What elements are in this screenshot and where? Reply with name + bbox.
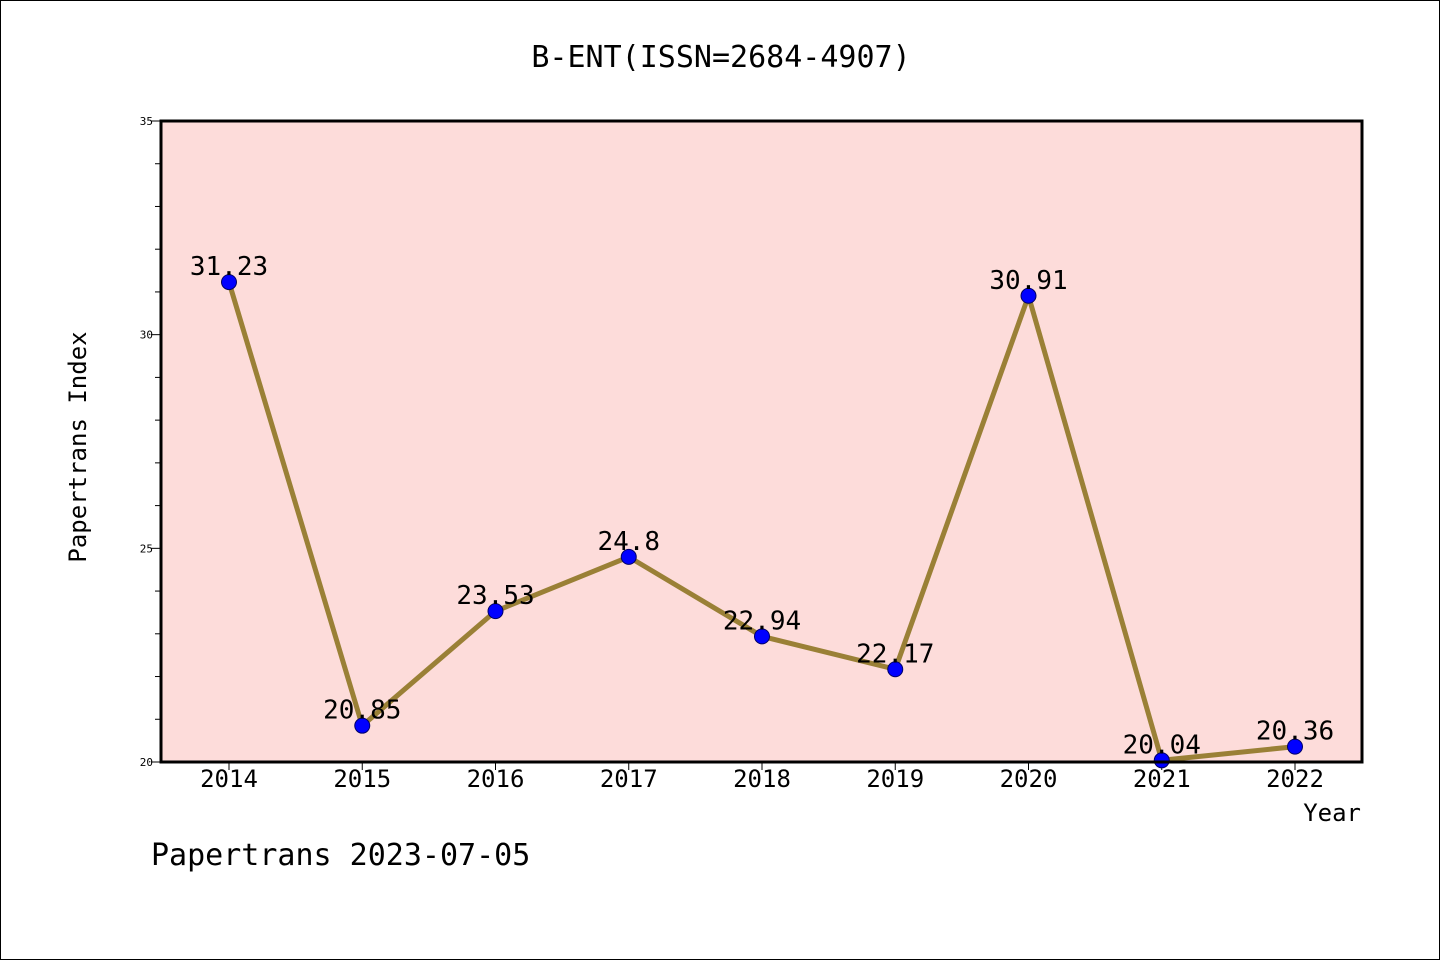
data-label: 23.53	[456, 581, 534, 611]
x-axis-label: Year	[1303, 799, 1361, 827]
data-point	[620, 548, 637, 565]
x-tick-label: 2017	[600, 765, 658, 793]
data-label: 30.91	[989, 266, 1067, 296]
data-label-group: 31.23 20.85 23.53 24.8 22.94 22.17 30.91 20.04 2…	[190, 252, 1334, 760]
data-label: 31.23	[190, 252, 268, 282]
data-point	[1287, 738, 1303, 755]
data-point	[354, 717, 371, 734]
x-tick-label: 2018	[733, 765, 791, 793]
data-label: 24.8	[597, 527, 660, 557]
y-tick-label: 30	[140, 329, 153, 342]
data-label: 20.04	[1123, 730, 1201, 760]
x-tick-label: 2014	[200, 765, 258, 793]
data-point	[487, 603, 504, 620]
y-axis-label: Papertrans Index	[64, 331, 92, 562]
plot-border	[159, 119, 1364, 764]
footer-stamp: Papertrans 2023-07-05	[151, 838, 530, 873]
y-tick-label: 20	[140, 756, 153, 769]
x-tick-label: 2016	[467, 765, 525, 793]
data-label: 22.17	[856, 639, 934, 669]
x-tick-label: 2015	[333, 765, 391, 793]
x-tick-label: 2022	[1266, 765, 1324, 793]
y-axis: 20 25 30 35	[140, 115, 161, 769]
y-tick-label: 25	[140, 542, 153, 555]
series-line-group	[221, 274, 1303, 769]
data-point	[887, 661, 904, 678]
data-label: 22.94	[723, 606, 801, 636]
data-point	[1153, 752, 1170, 769]
x-tick-label: 2020	[1000, 765, 1058, 793]
plot-area	[161, 121, 1362, 762]
x-tick-label: 2021	[1133, 765, 1191, 793]
data-point	[1020, 287, 1037, 304]
y-tick-label: 35	[140, 115, 153, 128]
x-tick-label: 2019	[866, 765, 924, 793]
data-point	[221, 274, 237, 291]
chart-title: B-ENT(ISSN=2684-4907)	[531, 40, 910, 75]
data-point	[754, 628, 770, 645]
x-axis: 2014 2015 2016 2017 2018 2019 2020 2021 2022	[200, 762, 1324, 793]
data-label: 20.36	[1256, 717, 1334, 747]
data-label: 20.85	[323, 696, 401, 726]
